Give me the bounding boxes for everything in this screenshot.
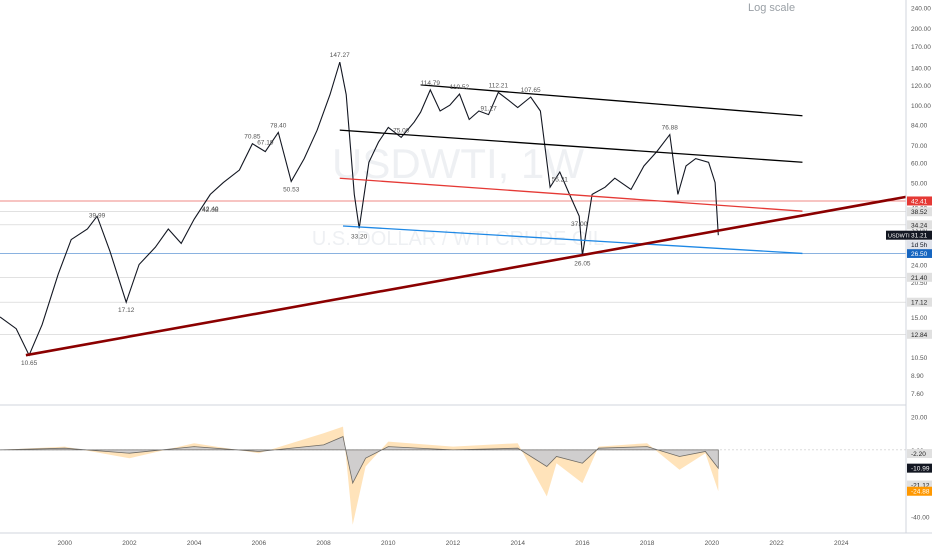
y-tick-label: 140.00 <box>911 66 931 73</box>
price-label-box <box>907 220 932 230</box>
x-tick-label: 2022 <box>769 540 784 547</box>
channel-trendline <box>420 84 803 117</box>
x-tick-label: 2024 <box>834 540 849 547</box>
x-tick-label: 2020 <box>705 540 720 547</box>
x-tick-label: 2008 <box>316 540 331 547</box>
y-tick-label: 15.00 <box>911 315 928 322</box>
price-label: 21.40 <box>911 275 928 282</box>
oscillator-label: -21.12 <box>911 482 930 489</box>
countdown-box <box>907 240 932 250</box>
price-label-box <box>907 248 932 258</box>
y-tick-label: 50.00 <box>911 181 928 188</box>
price-annotation: 10.65 <box>21 360 38 367</box>
symbol-watermark: USDWTI, 1W U.S. DOLLAR / WTI CRUDE OIL <box>312 140 604 250</box>
price-label-box <box>907 230 932 240</box>
oscillator-label-box <box>907 486 932 496</box>
price-label-box <box>907 272 932 282</box>
y-tick-label: 84.00 <box>911 123 928 130</box>
symbol-tag-box <box>886 230 907 240</box>
main-price-pane[interactable]: 147.27 114.79 110.52 112.21 107.65 91.27 75.00… <box>0 52 907 367</box>
price-annotation: 42.40 <box>202 206 219 213</box>
y-tick-label: 60.00 <box>911 160 928 167</box>
price-annotation: 110.52 <box>450 84 470 91</box>
price-label: 12.84 <box>911 332 928 339</box>
price-label: 17.12 <box>911 300 928 307</box>
price-annotation: 33.20 <box>351 233 368 240</box>
long-term-support-trendline <box>25 195 907 357</box>
x-tick-label: 2018 <box>640 540 655 547</box>
y-tick-label: 70.00 <box>911 143 928 150</box>
watermark-description: U.S. DOLLAR / WTI CRUDE OIL <box>312 228 604 250</box>
y-tick-label: 240.00 <box>911 6 931 13</box>
price-label: 42.41 <box>911 198 928 205</box>
price-label-box <box>907 297 932 307</box>
oscillator-label: -10.99 <box>911 466 930 473</box>
y-tick-label: 24.00 <box>911 263 928 270</box>
red-trendline <box>339 177 803 212</box>
price-label-box <box>907 329 932 339</box>
price-annotation: 147.27 <box>330 52 350 59</box>
y-tick-label: 120.00 <box>911 83 931 90</box>
sub-y-tick-label: 20.00 <box>911 415 928 422</box>
oscillator-label-box <box>907 463 932 473</box>
price-label: 34.24 <box>911 222 928 229</box>
price-series-line <box>0 61 719 357</box>
price-annotation: 17.12 <box>118 307 135 314</box>
oscillator-pane[interactable] <box>0 426 906 525</box>
price-annotation: 76.88 <box>662 125 679 132</box>
price-annotation: 75.00 <box>393 127 410 134</box>
oscillator-label: -2.20 <box>911 451 926 458</box>
price-annotation: 91.27 <box>480 105 497 112</box>
y-tick-label: 200.00 <box>911 26 931 33</box>
x-tick-label: 2012 <box>446 540 461 547</box>
price-label: 26.50 <box>911 251 928 258</box>
y-tick-label: 10.50 <box>911 355 928 362</box>
oscillator-area-grey <box>0 436 719 485</box>
x-tick-label: 2000 <box>57 540 72 547</box>
price-annotation: 78.40 <box>270 122 287 129</box>
price-annotation: 26.05 <box>574 260 591 267</box>
x-tick-label: 2004 <box>187 540 202 547</box>
blue-trendline <box>342 225 803 255</box>
price-annotation: 114.79 <box>421 80 441 87</box>
price-label: 38.52 <box>911 209 928 216</box>
y-tick-label: 7.60 <box>911 391 924 398</box>
y-tick-label: 8.90 <box>911 373 924 380</box>
sub-y-tick-label: -40.00 <box>911 514 930 521</box>
price-annotation: 55.21 <box>552 177 569 184</box>
oscillator-label-box <box>907 449 932 459</box>
y-tick-label: 33.00 <box>911 227 928 234</box>
log-scale-label[interactable]: Log scale <box>748 2 796 14</box>
price-annotation: 67.19 <box>257 140 274 147</box>
channel-trendline <box>339 129 803 163</box>
price-annotation: 107.65 <box>521 87 541 94</box>
x-tick-label: 2014 <box>510 540 525 547</box>
oscillator-label: -24.88 <box>911 489 930 496</box>
price-annotation: 42.08 <box>202 207 219 214</box>
countdown-label: 1d 5h <box>911 242 928 249</box>
price-label-box <box>907 196 932 206</box>
oscillator-area-orange <box>0 426 719 525</box>
price-annotation: 37.00 <box>571 221 588 228</box>
oscillator-label-box <box>907 480 932 490</box>
y-tick-label: 170.00 <box>911 44 931 51</box>
x-tick-label: 2010 <box>381 540 396 547</box>
x-tick-label: 2016 <box>575 540 590 547</box>
x-tick-label: 2006 <box>252 540 267 547</box>
price-annotation: 50.53 <box>283 186 300 193</box>
price-label-box <box>907 207 932 217</box>
price-annotation: 39.99 <box>89 213 106 220</box>
symbol-tag: USDWTI <box>888 234 910 240</box>
y-tick-label: 100.00 <box>911 103 931 110</box>
price-annotation: 112.21 <box>489 82 509 89</box>
watermark-symbol: USDWTI, 1W <box>332 140 584 187</box>
price-annotation: 70.85 <box>244 134 261 141</box>
y-tick-label: 20.50 <box>911 280 928 287</box>
x-tick-label: 2002 <box>122 540 137 547</box>
price-label: 31.21 <box>911 233 928 240</box>
